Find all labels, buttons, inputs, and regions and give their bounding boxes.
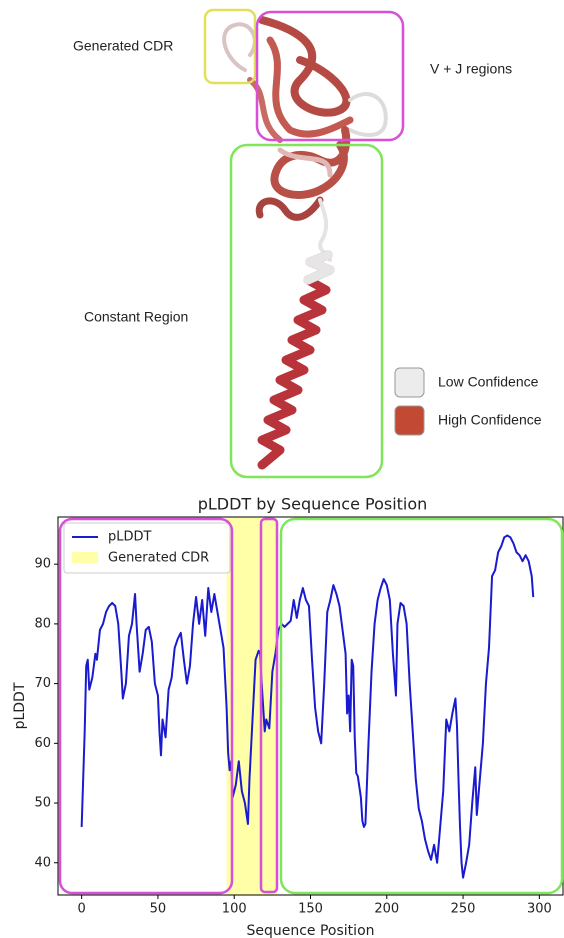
- x-tick-label: 100: [222, 902, 247, 917]
- x-tick-label: 0: [78, 902, 86, 917]
- x-tick-label: 300: [527, 902, 552, 917]
- x-tick-label: 50: [150, 902, 167, 917]
- label: Generated CDR: [73, 38, 173, 54]
- axes-frame: [57, 516, 564, 896]
- legend-label: pLDDT: [108, 530, 152, 545]
- region-box: [58, 517, 234, 895]
- legend-swatch: [394, 405, 425, 436]
- vj-box: [255, 10, 405, 142]
- x-tick-label: 200: [374, 902, 399, 917]
- x-axis-label: Sequence Position: [246, 923, 374, 938]
- cdr-box: [203, 8, 257, 85]
- y-tick-label: 60: [34, 736, 51, 751]
- y-tick-label: 50: [34, 796, 51, 811]
- line: [80, 534, 535, 879]
- legend-label: High Confidence: [438, 412, 542, 428]
- y-tick-label: 40: [34, 855, 51, 870]
- y-tick-label: 90: [34, 557, 51, 572]
- label: Constant Region: [84, 309, 188, 325]
- cdr-span: [226, 517, 277, 895]
- legend-swatch: [394, 367, 425, 398]
- y-tick-label: 80: [34, 616, 51, 631]
- legend-label: Generated CDR: [108, 551, 209, 566]
- x-tick-label: 150: [298, 902, 323, 917]
- y-axis-label: pLDDT: [12, 682, 28, 729]
- label: V + J regions: [430, 61, 512, 77]
- region-box: [259, 517, 279, 894]
- legend-swatch: [72, 552, 98, 563]
- y-tick-label: 70: [34, 676, 51, 691]
- legend-box: [63, 522, 231, 574]
- region-box: [279, 517, 564, 895]
- protein-structure: [222, 16, 388, 470]
- x-tick-label: 250: [451, 902, 476, 917]
- chart-title: pLDDT by Sequence Position: [198, 495, 428, 514]
- constant-box: [229, 143, 384, 479]
- legend-label: Low Confidence: [438, 374, 539, 390]
